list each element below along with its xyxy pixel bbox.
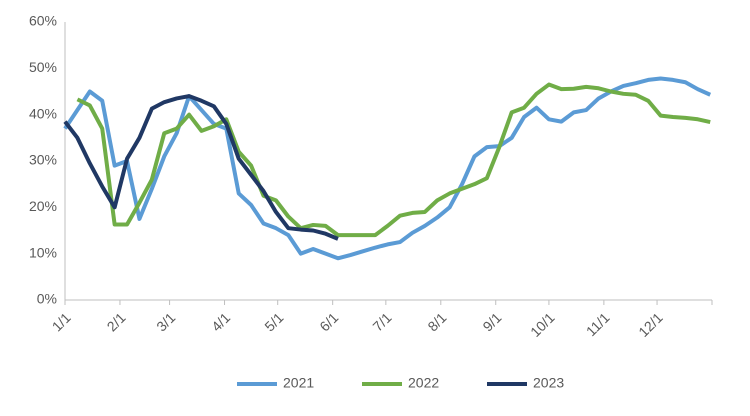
x-tick-label: 2/1: [104, 309, 129, 334]
x-tick-label: 7/1: [370, 309, 395, 334]
x-tick-label: 8/1: [424, 309, 449, 334]
y-tick-label: 60%: [29, 13, 57, 29]
x-tick-label: 6/1: [316, 309, 341, 334]
legend-label: 2023: [533, 375, 564, 391]
x-tick-label: 9/1: [479, 309, 504, 334]
series-line: [63, 76, 712, 261]
y-tick-label: 50%: [29, 59, 57, 75]
y-tick-label: 10%: [29, 244, 57, 260]
legend-label: 2021: [283, 375, 314, 391]
x-tick-label: 11/1: [583, 309, 613, 339]
y-tick-label: 40%: [29, 105, 57, 121]
y-tick-label: 20%: [29, 198, 57, 214]
x-tick-label: 4/1: [208, 309, 233, 334]
legend-label: 2022: [408, 375, 439, 391]
series-line: [63, 94, 339, 241]
x-tick-label: 12/1: [635, 309, 666, 340]
y-tick-label: 30%: [29, 152, 57, 168]
series-line: [76, 82, 711, 238]
x-tick-label: 3/1: [153, 309, 178, 334]
y-tick-label: 0%: [37, 291, 57, 307]
x-tick-label: 10/1: [527, 309, 558, 340]
x-tick-label: 1/1: [49, 309, 74, 334]
x-tick-label: 5/1: [261, 309, 286, 334]
